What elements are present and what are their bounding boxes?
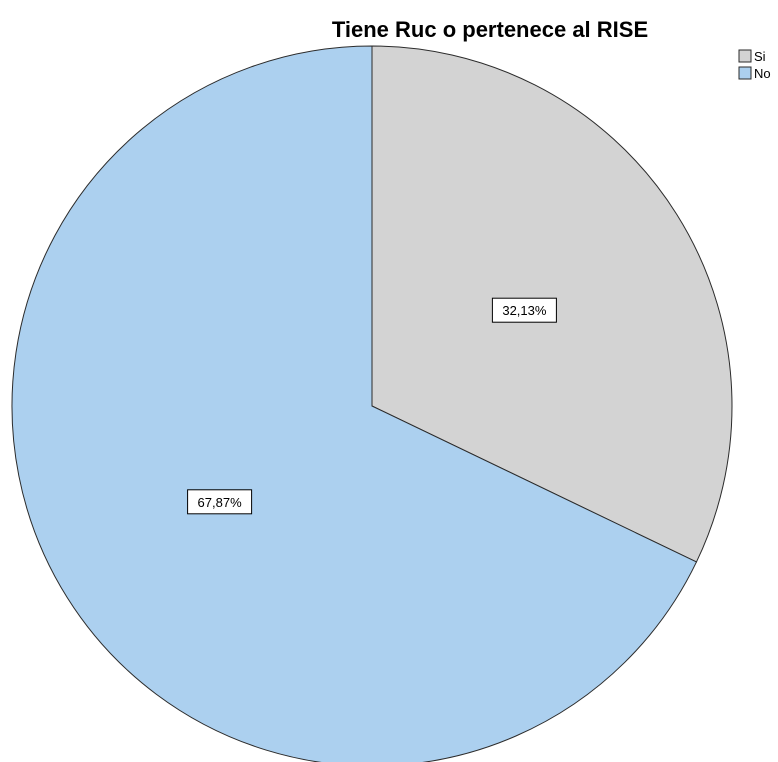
data-labels: 32,13% 67,87% xyxy=(187,297,557,515)
data-label-value: 32,13% xyxy=(502,303,547,318)
pie-slice-no xyxy=(11,45,698,762)
data-label-box xyxy=(187,489,253,515)
data-label-value: 67,87% xyxy=(198,495,243,510)
data-label-no: 67,87% xyxy=(187,489,253,515)
legend-label-no: No xyxy=(754,66,771,81)
chart-title: Tiene Ruc o pertenece al RISE xyxy=(332,17,648,42)
data-label-si: 32,13% xyxy=(491,297,557,323)
legend: Si No xyxy=(738,49,771,81)
pie-slices xyxy=(11,45,733,762)
data-label-box xyxy=(491,297,557,323)
legend-swatch-si xyxy=(738,49,752,63)
legend-swatch-no xyxy=(738,66,752,80)
legend-label-si: Si xyxy=(754,49,766,64)
